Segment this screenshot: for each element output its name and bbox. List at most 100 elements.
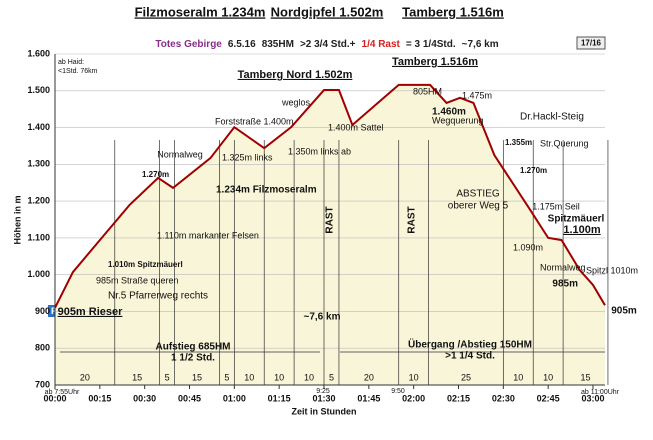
segment-label: 15 <box>581 372 591 382</box>
annotation: ab 7:55Uhr <box>45 389 80 396</box>
annotation: 985m Straße queren <box>96 275 179 285</box>
x-tick-label: 01:30 <box>312 393 335 403</box>
segment-label: 25 <box>461 372 471 382</box>
annotation: Nr.5 Pfarrerweg rechts <box>108 291 208 302</box>
y-tick-label: 1.500 <box>27 85 50 95</box>
subtitle-part: Totes Gebirge <box>155 39 222 50</box>
x-tick-label: 02:30 <box>492 393 515 403</box>
segment-label: 20 <box>364 372 374 382</box>
annotation: 1.350m links ab <box>288 146 351 156</box>
annotation: 9:50 <box>391 388 405 395</box>
annotation: 1.355m <box>505 138 532 147</box>
segment-label: 5 <box>224 372 229 382</box>
x-tick-label: 01:45 <box>357 393 380 403</box>
x-tick-label: 01:15 <box>268 393 291 403</box>
subtitle-part: = 3 1/4Std. <box>406 39 456 50</box>
annotation: Übergang /Abstieg 150HM <box>408 338 532 351</box>
annotation: Spitzl 1010m <box>586 265 638 275</box>
x-tick-label: 00:00 <box>43 393 66 403</box>
annotation: ~7,6 km <box>304 312 341 323</box>
page-badge-box <box>576 36 606 50</box>
x-tick-label: 00:15 <box>88 393 111 403</box>
segment-label: 5 <box>165 372 170 382</box>
annotation: 1.175m Seil <box>532 201 580 211</box>
annotation: Tamberg Nord 1.502m <box>238 69 353 81</box>
annotation: ABSTIEG <box>456 189 500 200</box>
segment-label: 10 <box>409 372 419 382</box>
annotation: 905m <box>611 306 637 317</box>
x-tick-label: 01:00 <box>223 393 246 403</box>
annotation: <1Std. 76km <box>58 68 98 75</box>
x-tick-label: 02:45 <box>537 393 560 403</box>
segment-label: 10 <box>304 372 314 382</box>
annotation: weglos <box>281 97 311 107</box>
annotation: Normalweg <box>540 262 586 272</box>
annotation: 905m Rieser <box>58 306 124 318</box>
subtitle-part: >2 3/4 Std.+ <box>300 39 356 50</box>
subtitle: Totes Gebirge 6.5.16 835HM >2 3/4 Std.+ 1/4 … <box>155 39 498 50</box>
subtitle-part: 1/4 Rast <box>362 39 401 50</box>
headline: Tamberg 1.516m <box>402 4 504 19</box>
annotation: 805HM <box>413 86 442 96</box>
annotation: Dr.Hackl-Steig <box>520 112 584 123</box>
y-tick-label: 1.200 <box>27 195 50 205</box>
annotation: Normalweg <box>157 149 203 159</box>
annotation: ab 11:00Uhr <box>581 389 620 396</box>
y-tick-label: 800 <box>35 343 50 353</box>
annotation: Tamberg 1.516m <box>392 56 478 68</box>
y-axis-label: Höhen in m <box>12 196 22 245</box>
annotation: 1.010m Spitzmäuerl <box>108 260 183 269</box>
annotation: 1.460m <box>432 107 466 118</box>
x-tick-label: 00:45 <box>178 393 201 403</box>
y-tick-label: 700 <box>35 379 50 389</box>
y-tick-label: 1.400 <box>27 122 50 132</box>
annotation: 1.475m <box>462 90 492 100</box>
subtitle: Totes Gebirge 6.5.16 835HM >2 3/4 Std.+ 1/4 … <box>155 39 498 50</box>
segment-label: 10 <box>244 372 254 382</box>
headline: Nordgipfel 1.502m <box>271 4 384 19</box>
annotation: >1 1/4 Std. <box>445 351 495 362</box>
annotation: 1.090m <box>513 242 543 252</box>
segment-label: 10 <box>543 372 553 382</box>
subtitle-part: 6.5.16 <box>228 39 256 50</box>
x-tick-label: 02:15 <box>447 393 470 403</box>
annotation: 1.234m Filzmoseralm <box>216 185 317 196</box>
parking-label: P <box>51 306 57 316</box>
annotation: RAST <box>407 206 418 233</box>
segment-label: 5 <box>329 372 334 382</box>
annotation: ab Haid: <box>58 59 84 66</box>
y-tick-label: 1.600 <box>27 48 50 58</box>
x-axis-label: Zeit in Stunden <box>292 406 357 416</box>
annotation: 1.270m <box>142 170 169 179</box>
profile-line <box>54 83 606 309</box>
annotation: Str.Querung <box>540 138 589 148</box>
segment-label: 15 <box>192 372 202 382</box>
y-tick-label: 900 <box>35 306 50 316</box>
annotation: 985m <box>552 279 578 290</box>
annotation: oberer Weg 5 <box>448 201 509 212</box>
x-tick-label: 00:30 <box>133 393 156 403</box>
segment-label: 15 <box>132 372 142 382</box>
segment-label: 10 <box>513 372 523 382</box>
profile-area <box>55 84 605 385</box>
annotation: 1.100m <box>563 224 601 236</box>
annotation: Forststraße 1.400m <box>215 116 294 126</box>
y-tick-label: 1.100 <box>27 232 50 242</box>
annotation: RAST <box>325 206 336 233</box>
x-tick-label: 02:00 <box>402 393 425 403</box>
annotation: 1.400m Sattel <box>328 122 384 132</box>
annotation: 1.110m markanter Felsen <box>157 230 259 240</box>
annotation: 9:25 <box>316 388 330 395</box>
annotation: 1.325m links <box>222 152 273 162</box>
headline: Filzmoseralm 1.234m <box>135 4 266 19</box>
segment-label: 20 <box>80 372 90 382</box>
annotation: Wegquerung <box>432 115 483 125</box>
annotation: Aufstieg 685HM <box>155 342 230 353</box>
y-tick-label: 1.300 <box>27 159 50 169</box>
subtitle-part: 835HM <box>262 39 294 50</box>
subtitle-part: ~7,6 km <box>462 39 499 50</box>
annotation: 1.270m <box>520 166 547 175</box>
annotation: 1 1/2 Std. <box>171 353 215 364</box>
y-tick-label: 1.000 <box>27 269 50 279</box>
